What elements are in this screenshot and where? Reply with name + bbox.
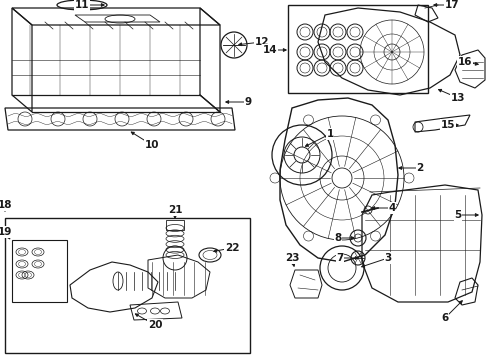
Text: 5: 5 [454, 210, 462, 220]
Text: 20: 20 [148, 320, 162, 330]
Text: 3: 3 [384, 253, 392, 263]
Text: 4: 4 [388, 203, 396, 213]
Text: 16: 16 [458, 57, 472, 67]
Bar [288, 5, 428, 93]
Bar [5, 218, 250, 353]
Text: 7: 7 [336, 253, 343, 263]
Text: 17: 17 [445, 0, 459, 10]
Text: 18: 18 [0, 200, 12, 210]
Text: 6: 6 [441, 313, 449, 323]
Text: 15: 15 [441, 120, 455, 130]
Text: 21: 21 [168, 205, 182, 215]
Text: 13: 13 [451, 93, 465, 103]
Bar [166, 220, 184, 230]
Text: 12: 12 [255, 37, 269, 47]
Text: 2: 2 [416, 163, 424, 173]
Text: 10: 10 [145, 140, 159, 150]
Text: 22: 22 [225, 243, 239, 253]
Text: 14: 14 [263, 45, 277, 55]
Text: 11: 11 [75, 0, 89, 10]
Text: 23: 23 [285, 253, 299, 263]
Text: 19: 19 [0, 227, 12, 237]
Text: 1: 1 [326, 129, 334, 139]
Text: 8: 8 [334, 233, 342, 243]
Text: 9: 9 [245, 97, 251, 107]
Bar [12, 240, 67, 302]
